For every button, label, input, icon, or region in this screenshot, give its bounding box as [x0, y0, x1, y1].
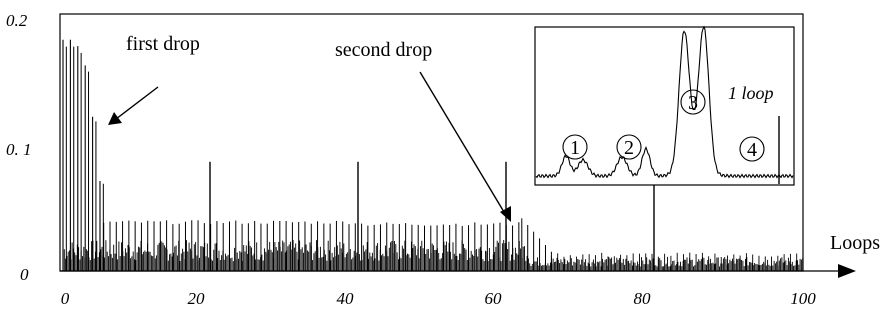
x-axis-label: Loops: [830, 232, 880, 254]
inset-peak-circle: [562, 134, 588, 160]
first-drop-arrow: [115, 86, 159, 120]
x-tick-label: 0: [61, 289, 70, 308]
data-spikes: [62, 39, 804, 271]
inset-peak-label: 3: [688, 92, 698, 114]
inset-peak-label: 2: [624, 137, 634, 159]
inset-frame: [534, 26, 795, 186]
y-tick-label: 0: [20, 265, 29, 284]
x-tick-label: 60: [485, 289, 503, 308]
x-tick-label: 80: [634, 289, 652, 308]
second-drop-arrowhead: [500, 206, 511, 222]
annotation-second-drop: second drop: [335, 39, 432, 61]
y-tick-label: 0.2: [6, 11, 28, 30]
x-tick-label: 100: [790, 289, 816, 308]
inset-loop-label: 1 loop: [728, 83, 774, 103]
inset-peak-circle: [680, 89, 706, 115]
annotation-first-drop: first drop: [126, 33, 200, 55]
x-tick-label: 20: [188, 289, 206, 308]
inset-peak-label: 4: [747, 139, 757, 161]
x-axis-arrowhead: [838, 264, 856, 278]
second-drop-arrow: [419, 71, 505, 213]
inset-peak-circle: [616, 134, 642, 160]
inset-peak-circle: [739, 136, 765, 162]
x-tick-label: 40: [337, 289, 355, 308]
inset-peak-label: 1: [570, 137, 580, 159]
y-tick-label: 0. 1: [6, 140, 32, 159]
inset-trace: [535, 25, 794, 179]
first-drop-arrowhead: [108, 112, 122, 125]
